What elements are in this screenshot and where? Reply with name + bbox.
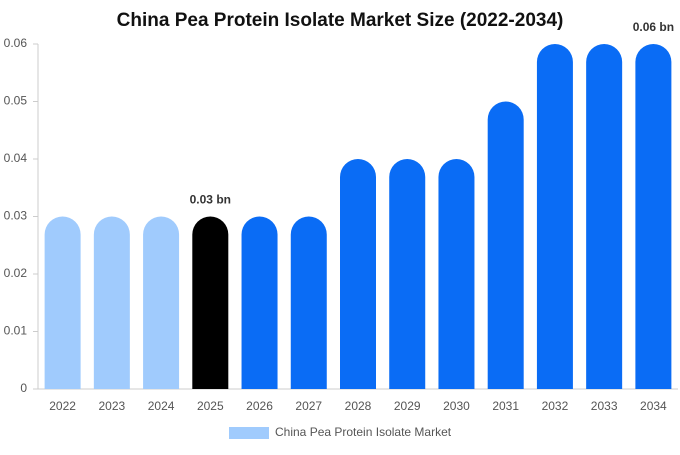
bar bbox=[340, 159, 376, 389]
bar bbox=[192, 216, 229, 389]
x-tick-label: 2026 bbox=[246, 399, 273, 413]
bar bbox=[487, 101, 524, 389]
y-tick-label: 0 bbox=[20, 381, 27, 395]
bar bbox=[143, 216, 180, 389]
bar bbox=[290, 216, 327, 389]
data-label: 0.06 bn bbox=[633, 20, 674, 34]
x-tick-label: 2033 bbox=[591, 399, 618, 413]
bar bbox=[241, 216, 278, 389]
bar bbox=[586, 44, 623, 389]
x-tick-label: 2030 bbox=[443, 399, 470, 413]
y-tick-label: 0.05 bbox=[4, 94, 28, 108]
bar bbox=[438, 159, 475, 389]
bar bbox=[635, 44, 672, 389]
legend-label: China Pea Protein Isolate Market bbox=[275, 425, 452, 439]
bar bbox=[93, 216, 130, 389]
x-tick-label: 2025 bbox=[197, 399, 224, 413]
chart-title: China Pea Protein Isolate Market Size (2… bbox=[117, 10, 564, 31]
bar bbox=[536, 44, 573, 389]
y-tick-label: 0.06 bbox=[4, 36, 28, 50]
y-tick-label: 0.04 bbox=[4, 151, 28, 165]
y-tick-label: 0.01 bbox=[4, 324, 28, 338]
x-tick-label: 2031 bbox=[492, 399, 519, 413]
x-tick-label: 2023 bbox=[98, 399, 125, 413]
legend-swatch bbox=[229, 427, 269, 439]
bar bbox=[44, 216, 81, 389]
x-tick-label: 2027 bbox=[295, 399, 322, 413]
data-label: 0.03 bn bbox=[190, 193, 231, 207]
x-tick-label: 2028 bbox=[345, 399, 372, 413]
x-tick-label: 2029 bbox=[394, 399, 421, 413]
x-tick-label: 2034 bbox=[640, 399, 667, 413]
x-tick-label: 2024 bbox=[148, 399, 175, 413]
y-tick-label: 0.02 bbox=[4, 266, 28, 280]
x-tick-label: 2022 bbox=[49, 399, 76, 413]
bar bbox=[389, 159, 426, 389]
y-tick-label: 0.03 bbox=[4, 209, 28, 223]
x-tick-label: 2032 bbox=[542, 399, 569, 413]
